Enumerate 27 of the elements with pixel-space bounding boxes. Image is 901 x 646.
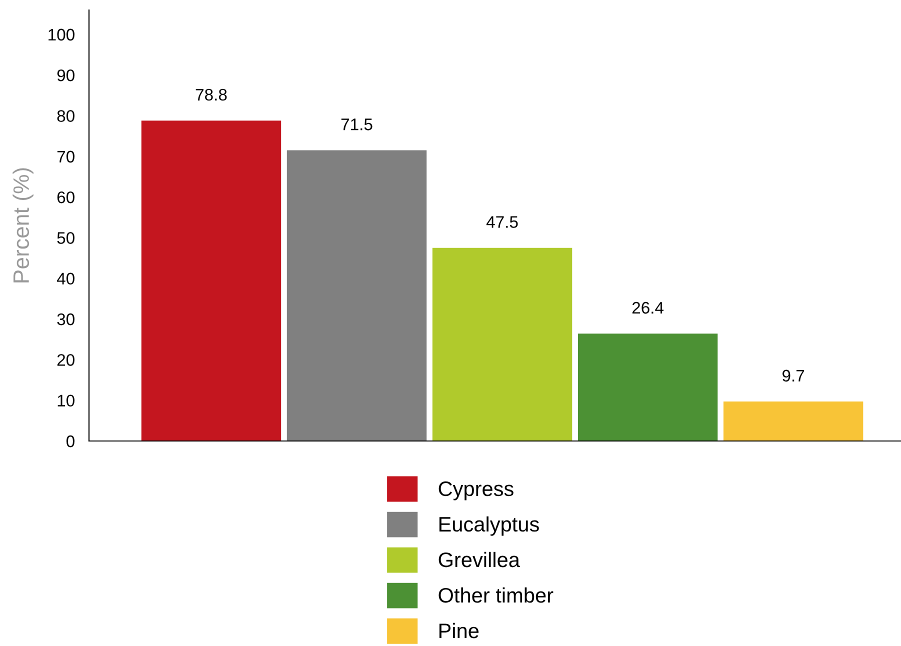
legend-label: Pine: [439, 622, 479, 638]
bar: [286, 150, 427, 441]
y-tick-label: 70: [57, 150, 74, 163]
y-tick-label: 80: [57, 110, 74, 122]
y-tick-label: 100: [48, 28, 74, 41]
legend-label: Grevillea: [438, 552, 520, 568]
data-label: 78.8: [196, 88, 227, 101]
y-tick-label: 50: [57, 232, 74, 244]
y-tick-label: 20: [57, 354, 74, 366]
bar: [432, 248, 572, 441]
y-axis-title: Percent (%): [12, 168, 34, 282]
y-tick-label: 0: [66, 435, 74, 448]
legend-label: Other timber: [438, 587, 554, 603]
y-tick-label: 90: [57, 69, 74, 82]
data-label: 71.5: [341, 118, 372, 130]
bar: [578, 334, 718, 441]
data-label: 9.7: [782, 370, 804, 382]
legend-label: Eucalyptus: [439, 516, 539, 536]
data-label: 26.4: [632, 302, 664, 314]
legend-label: Cypress: [438, 481, 514, 500]
y-tick-label: 40: [56, 272, 74, 285]
y-tick-label: 30: [57, 313, 74, 326]
y-tick-label: 10: [58, 394, 74, 407]
data-label: 47.5: [486, 216, 518, 228]
bar: [141, 120, 282, 441]
bar: [723, 402, 864, 441]
y-tick-label: 60: [57, 191, 74, 204]
